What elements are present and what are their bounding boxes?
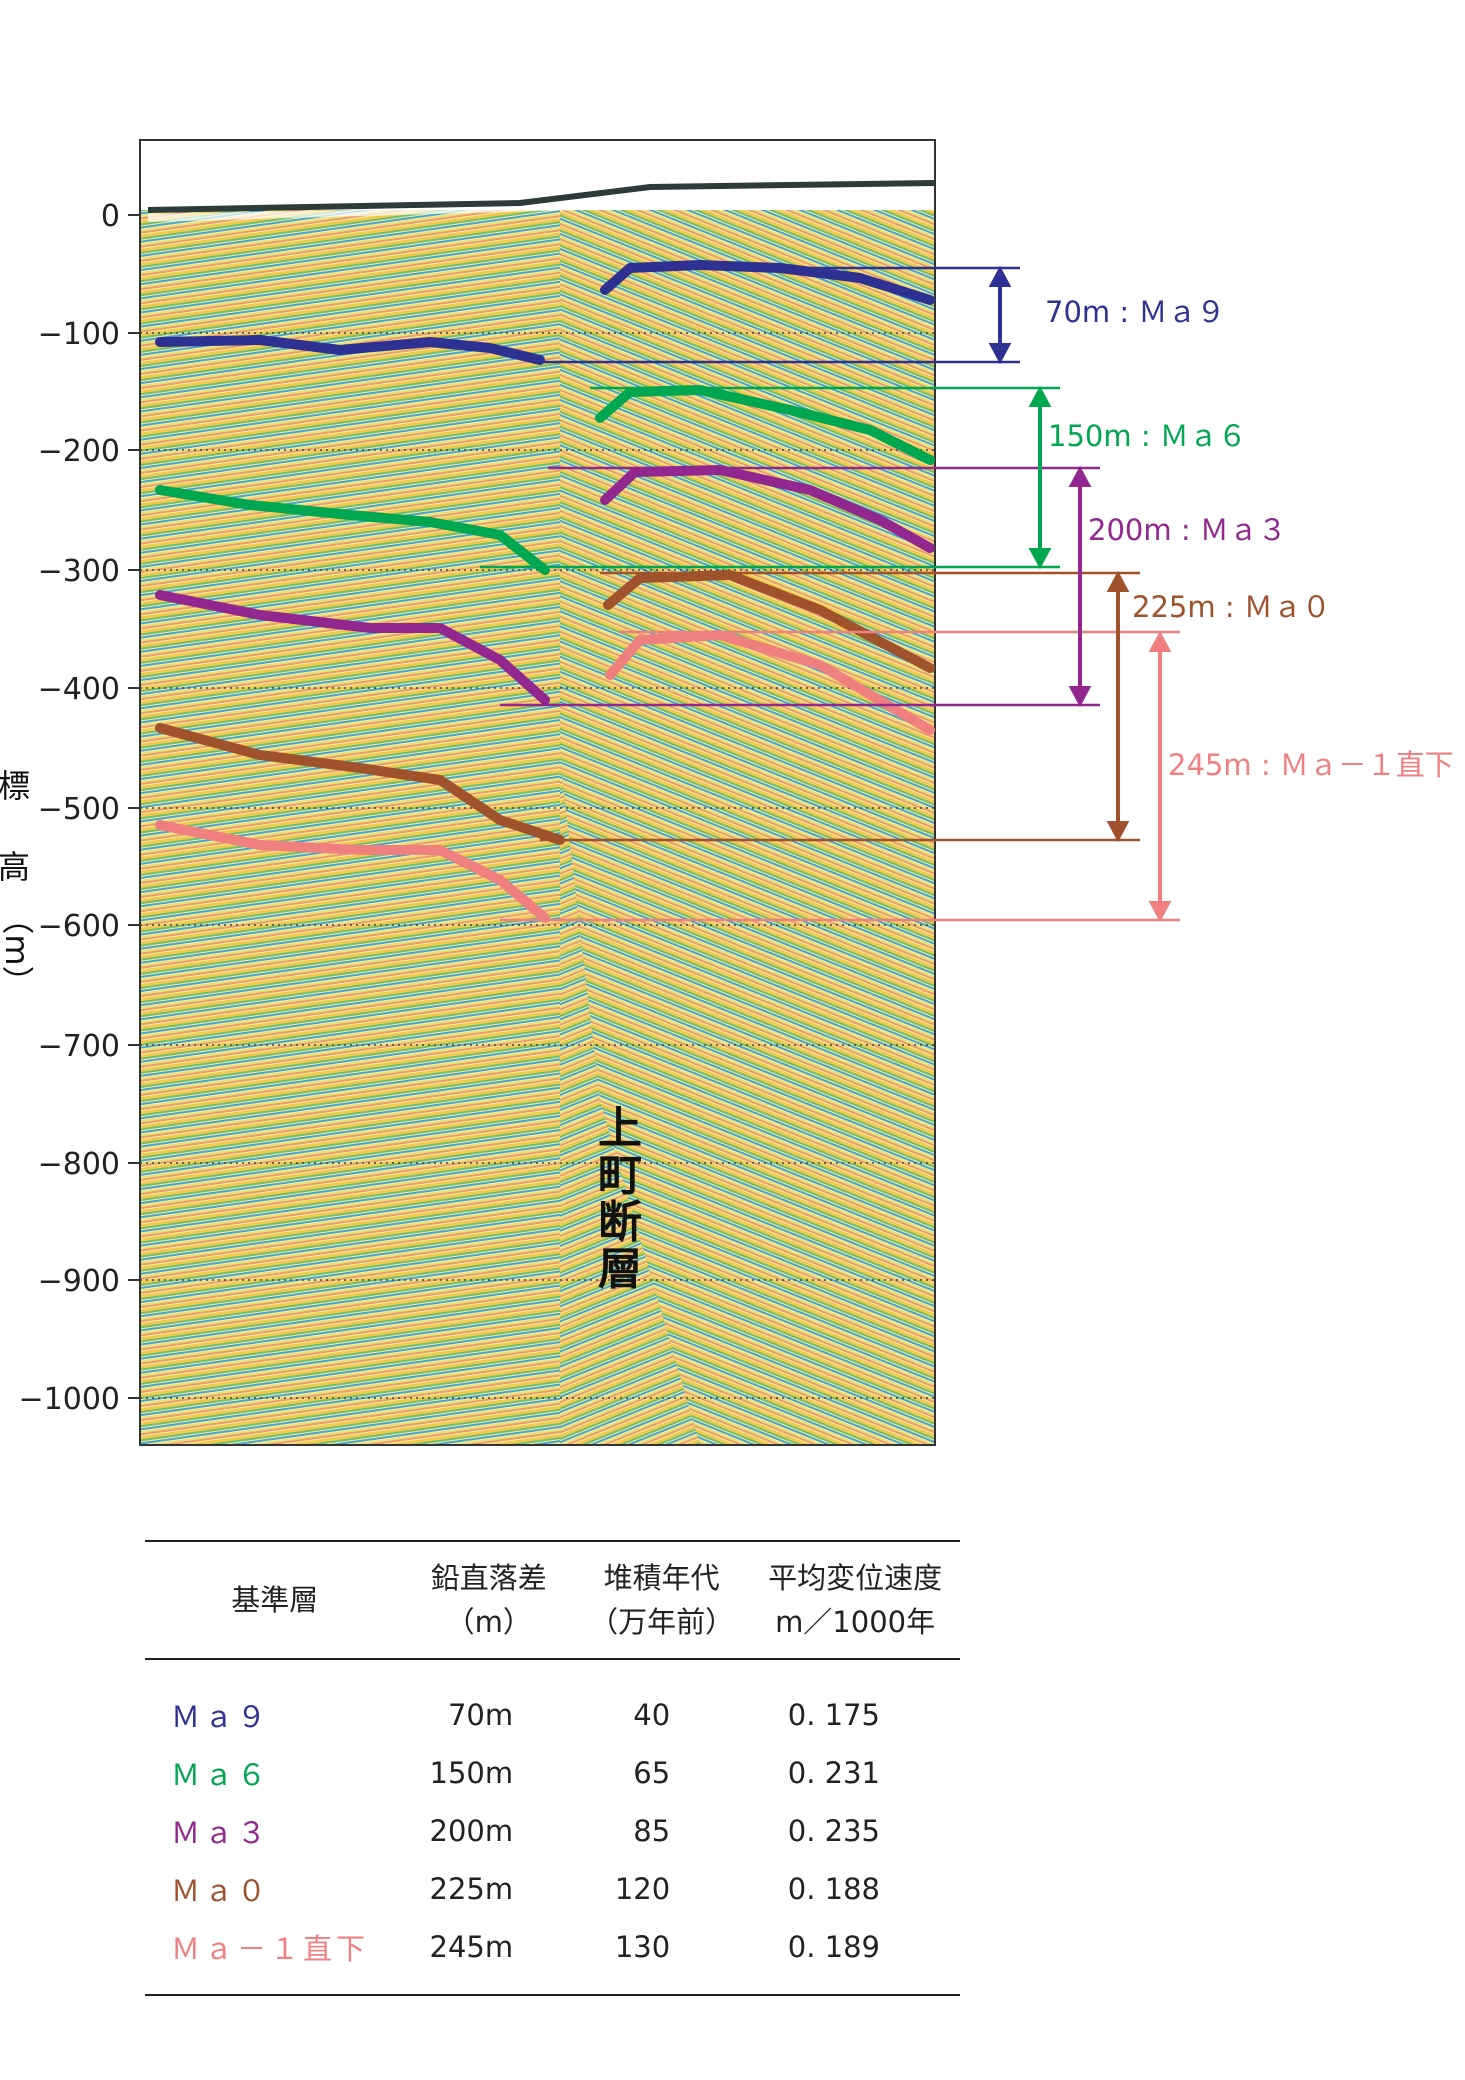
fault-label-char: 層 [598,1244,642,1295]
y-tick-label: −300 [38,554,120,589]
y-axis-title: 標 高 （m） [0,767,36,998]
table-row: Ｍａ９ 70m 40 0. 175 [145,1659,960,1744]
offset-label-ma6: 150m : Ｍａ６ [1048,419,1247,453]
table-header-row: 基準層 鉛直落差 （m） 堆積年代 （万年前） 平均変位速度 m／1000年 [145,1541,960,1659]
horizon-lines [155,260,935,923]
y-tick-label: −800 [38,1147,120,1182]
horizon-ma9-right [600,260,935,305]
axis-title-char: （m） [0,902,36,997]
vertical-offset: 225m [429,1872,514,1906]
y-tick-label: −200 [38,434,120,469]
offset-arrow-ma0 [1106,570,1130,843]
table-row: Ｍａ－１直下 245m 130 0. 189 [145,1918,960,1995]
y-axis: 0 −100 −200 −300 −400 −500 −600 −700 −80… [19,140,141,1445]
layer-name: Ｍａ９ [171,1700,271,1734]
offset-label-ma0: 225m : Ｍａ０ [1132,590,1331,624]
horizon-ma3-left [155,590,550,705]
horizon-ma-1-left [155,820,550,923]
layer-name: Ｍａ－１直下 [171,1932,370,1966]
offset-labels: 70m : Ｍａ９ 150m : Ｍａ６ 200m : Ｍａ３ 225m : Ｍ… [1045,295,1454,782]
y-tick-label: −900 [38,1264,120,1299]
y-tick-label: −1000 [19,1382,120,1417]
y-tick-label: −600 [38,909,120,944]
y-tick-label: −100 [38,317,120,352]
displacement-rate: 0. 188 [787,1872,880,1906]
header-deposition-age: 堆積年代 （万年前） [589,1561,735,1639]
horizon-ma0-left [155,723,565,845]
layer-name: Ｍａ３ [171,1816,271,1850]
vertical-offset: 245m [429,1930,514,1964]
deposition-age: 85 [633,1814,671,1848]
ground-surface [147,180,935,213]
vertical-offset: 70m [447,1698,514,1732]
displacement-rate: 0. 189 [787,1930,880,1964]
horizon-ma6-right [595,385,935,465]
y-tick-label: −700 [38,1029,120,1064]
offset-label-ma9: 70m : Ｍａ９ [1045,295,1225,329]
displacement-rate: 0. 231 [787,1756,880,1790]
displacement-rate: 0. 235 [787,1814,880,1848]
vertical-offset: 150m [429,1756,514,1790]
seismic-profile-figure: 0 −100 −200 −300 −400 −500 −600 −700 −80… [0,139,1454,1446]
deposition-age: 65 [633,1756,671,1790]
horizon-ma0-right [603,570,935,673]
y-tick-label: −500 [38,792,120,827]
y-tick-label: −400 [38,672,120,707]
offset-arrow-ma3 [1068,465,1092,708]
horizon-ma6-left [155,485,550,575]
horizon-ma3-right [600,465,935,553]
displacement-rate-table: 基準層 鉛直落差 （m） 堆積年代 （万年前） 平均変位速度 m／1000年 Ｍ… [145,1540,960,1996]
horizon-ma9-left [155,335,545,365]
fault-label-char: 断 [598,1197,642,1248]
layer-name: Ｍａ６ [171,1758,271,1792]
displacement-rate: 0. 175 [787,1698,880,1732]
header-displacement-rate: 平均変位速度 m／1000年 [768,1561,943,1639]
fault-label-char: 町 [598,1150,642,1201]
vertical-offset: 200m [429,1814,514,1848]
offset-arrows [988,265,1172,923]
table-row: Ｍａ６ 150m 65 0. 231 [145,1744,960,1802]
deposition-age: 40 [633,1698,671,1732]
deposition-age: 120 [614,1872,671,1906]
deposition-age: 130 [614,1930,671,1964]
offset-arrow-ma-1 [1148,630,1172,923]
table-row: Ｍａ３ 200m 85 0. 235 [145,1802,960,1860]
axis-title-char: 高 [0,848,30,886]
fault-label-char: 上 [598,1103,642,1154]
axis-title-char: 標 [0,767,30,805]
y-tick-label: 0 [101,199,120,234]
layer-name: Ｍａ０ [171,1874,271,1908]
header-reference-layer: 基準層 [231,1583,319,1617]
offset-label-ma-1: 245m : Ｍａ－１直下 [1168,748,1454,782]
reference-lines [480,266,1180,922]
horizon-ma-1-right [605,630,935,735]
fault-label: 上 町 断 層 [598,1103,642,1295]
table-row: Ｍａ０ 225m 120 0. 188 [145,1860,960,1918]
offset-arrow-ma9 [988,265,1012,365]
offset-arrow-ma6 [1028,385,1052,570]
offset-label-ma3: 200m : Ｍａ３ [1088,513,1287,547]
header-vertical-offset: 鉛直落差 （m） [430,1561,547,1639]
